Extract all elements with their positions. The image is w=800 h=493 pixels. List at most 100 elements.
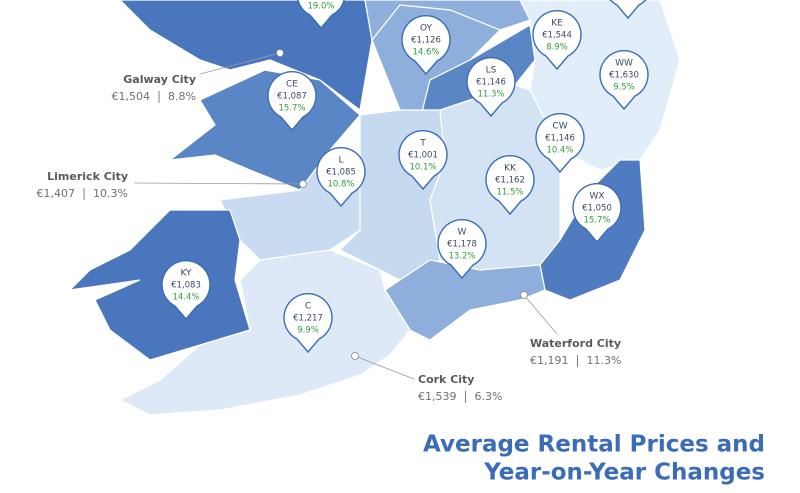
city-label: Waterford City €1,191 11.3% <box>520 291 622 367</box>
leader-line <box>133 182 304 185</box>
county-price: €1,217 <box>293 314 323 324</box>
county-change: 8.9% <box>617 0 639 2</box>
pin-shape <box>161 259 211 321</box>
county-pin: KY €1,083 14.4% <box>161 259 211 321</box>
county-change: 8.9% <box>546 43 568 53</box>
pin-shape <box>297 0 345 30</box>
county-pin: OY €1,126 14.6% <box>401 14 451 76</box>
county-code: KE <box>551 19 563 29</box>
county-change: 10.8% <box>327 180 354 190</box>
county-change: 14.6% <box>412 48 439 58</box>
county-code: C <box>305 302 311 312</box>
city-change: 10.3% <box>93 187 128 200</box>
county-change: 10.4% <box>546 146 573 156</box>
county-change: 13.2% <box>448 252 475 262</box>
pin-shape <box>437 218 487 280</box>
city-dot <box>351 352 359 360</box>
county-price: €1,087 <box>277 92 307 102</box>
county-change: 15.7% <box>583 216 610 226</box>
city-name: Waterford City <box>530 337 621 350</box>
county-change: 9.5% <box>613 83 635 93</box>
county-price: €1,126 <box>411 36 441 46</box>
county-pin: WW €1,630 9.5% <box>599 49 649 111</box>
city-change: 8.8% <box>168 90 196 103</box>
pin-shape <box>485 154 535 216</box>
pin-shape <box>599 49 649 111</box>
county-code: KY <box>180 269 192 279</box>
county-pin: T €1,001 10.1% <box>398 129 448 191</box>
leader-line <box>523 294 558 335</box>
pin-shape <box>401 14 451 76</box>
leader-line <box>199 52 281 75</box>
county-code: CE <box>286 80 298 90</box>
title-line-2: Year-on-Year Changes <box>483 460 765 486</box>
county-code: T <box>419 139 426 149</box>
city-price: €1,191 <box>530 354 569 367</box>
county-pin: L €1,085 10.8% <box>316 146 366 208</box>
city-price: €1,504 <box>112 90 151 103</box>
county-pin: LS €1,146 11.3% <box>466 56 516 118</box>
county-price: €1,630 <box>609 71 639 81</box>
county-price: €1,162 <box>495 176 525 186</box>
county-change: 11.3% <box>477 90 504 100</box>
pin-shape <box>267 70 317 132</box>
city-dot <box>520 291 528 299</box>
county-pin: €1,13819.0% <box>297 0 345 30</box>
county-pin: KE €1,544 8.9% <box>532 9 582 71</box>
county-code: W <box>458 228 467 238</box>
county-code: WX <box>589 192 604 202</box>
county-pin: 8.9% <box>609 0 647 20</box>
county-code: LS <box>486 66 497 76</box>
pin-shape <box>609 0 647 20</box>
county-pin: KK €1,162 11.5% <box>485 154 535 216</box>
pin-shape <box>283 292 333 354</box>
city-label: Cork City €1,539 6.3% <box>351 352 503 403</box>
city-change: 11.3% <box>587 354 622 367</box>
county-price: €1,178 <box>447 240 477 250</box>
county-pin: WX €1,050 15.7% <box>572 182 622 244</box>
leader-line <box>354 355 415 380</box>
city-dot <box>299 180 307 188</box>
city-change: 6.3% <box>475 390 503 403</box>
county-code: CW <box>552 122 567 132</box>
city-name: Limerick City <box>47 170 128 183</box>
pin-shape <box>572 182 622 244</box>
county-price: €1,050 <box>582 204 612 214</box>
county-change: 14.4% <box>172 293 199 303</box>
county-price: €1,085 <box>326 168 356 178</box>
city-label: Limerick City 10.3% €1,407 <box>37 170 307 200</box>
county-change: 10.1% <box>409 163 436 173</box>
county-pin: W €1,178 13.2% <box>437 218 487 280</box>
county-price: €1,146 <box>476 78 506 88</box>
city-label: Galway City 8.8% €1,504 <box>112 49 284 103</box>
county-price: €1,083 <box>171 281 201 291</box>
county-change: 11.5% <box>496 188 523 198</box>
pin-shape <box>398 129 448 191</box>
county-price: €1,146 <box>545 134 575 144</box>
city-name: Galway City <box>123 73 196 86</box>
pin-shape <box>532 9 582 71</box>
county-code: OY <box>420 24 433 34</box>
county-code: L <box>338 156 343 166</box>
county-pin: CW €1,146 10.4% <box>535 112 585 174</box>
county-code: KK <box>504 164 517 174</box>
pin-shape <box>466 56 516 118</box>
county-price: €1,001 <box>408 151 438 161</box>
region-kerry <box>68 209 251 361</box>
title-line-1: Average Rental Prices and <box>423 432 765 458</box>
county-change: 15.7% <box>278 104 305 114</box>
city-price: €1,407 <box>37 187 76 200</box>
region-cork <box>118 249 411 416</box>
county-code: WW <box>615 59 633 69</box>
county-change: 19.0% <box>307 2 334 12</box>
city-name: Cork City <box>418 373 474 386</box>
city-price: €1,539 <box>418 390 457 403</box>
city-dot <box>276 49 284 57</box>
pin-shape <box>535 112 585 174</box>
county-price: €1,544 <box>542 31 572 41</box>
county-change: 9.9% <box>297 326 319 336</box>
county-pin: C €1,217 9.9% <box>283 292 333 354</box>
pin-shape <box>316 146 366 208</box>
county-pin: CE €1,087 15.7% <box>267 70 317 132</box>
